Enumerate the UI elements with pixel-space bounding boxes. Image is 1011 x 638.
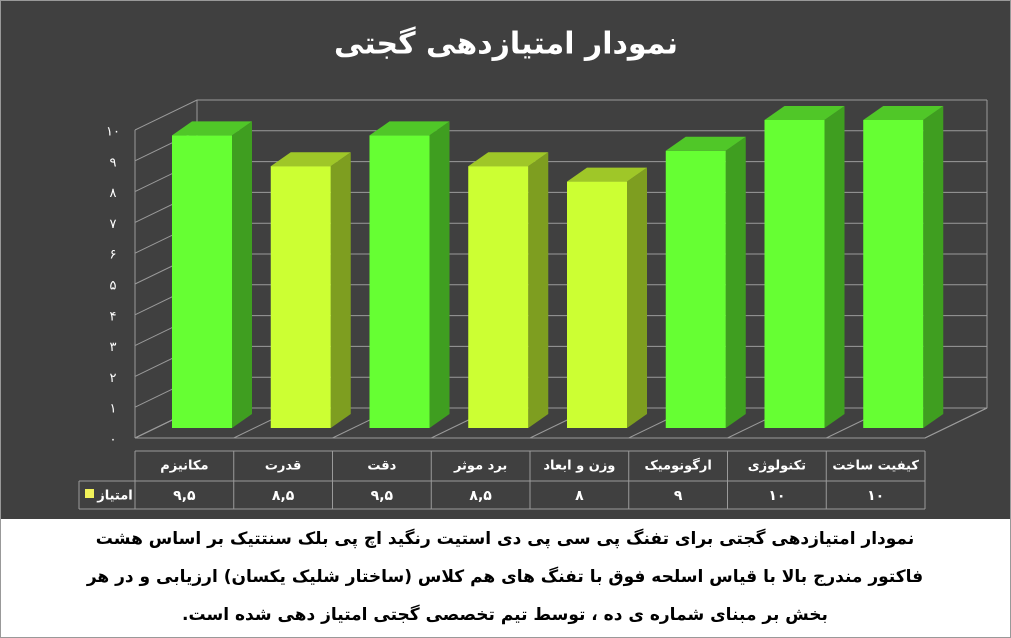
x-tick-label: وزن و ابعاد [543, 459, 615, 474]
bar-side [824, 106, 845, 428]
x-tick-label: ارگونومیک [644, 458, 711, 474]
floor-line [924, 407, 988, 439]
y-tick-label: ۵ [110, 279, 117, 294]
x-tick-label: قدرت [265, 459, 302, 474]
caption: نمودار امتیازدهی گجتی برای تفنگ پی سی پی… [20, 520, 990, 634]
y-tick-label: ۲ [110, 371, 117, 386]
bar-side [725, 136, 746, 429]
x-tick-label: دقت [367, 459, 396, 474]
x-tick-label: تکنولوژی [748, 459, 806, 474]
bar-top [468, 152, 549, 167]
bar [369, 135, 430, 428]
data-label: ۸,۵ [272, 488, 295, 504]
legend-label: امتیاز [96, 489, 132, 504]
bar-top [863, 106, 944, 120]
data-label: ۹ [674, 488, 683, 504]
y-tick-label: ۱۰ [106, 125, 120, 140]
legend-key [85, 489, 94, 498]
bar-side [330, 152, 351, 428]
y-tick-label: ۷ [110, 217, 117, 232]
bar-side [232, 121, 252, 429]
bar-top [270, 152, 351, 167]
data-label: ۸ [575, 488, 584, 504]
bar [665, 150, 726, 429]
caption-line: فاکتور مندرج بالا با قیاس اسلحه فوق با ت… [86, 567, 924, 587]
y-tick-label: ۱ [110, 402, 117, 417]
caption-line: نمودار امتیازدهی گجتی برای تفنگ پی سی پی… [95, 529, 915, 549]
y-tick-label: ۳ [110, 340, 117, 355]
caption-line: بخش بر مبنای شماره ی ده ، توسط تیم تخصصی… [182, 605, 828, 625]
bar-side [429, 121, 450, 429]
bar-top [665, 136, 746, 151]
bar-side [923, 106, 944, 428]
x-tick-label: برد موثر [453, 459, 507, 474]
y-tick-label: ۶ [110, 248, 117, 263]
y-tick-label: ۰ [110, 433, 117, 448]
x-tick-label: مکانیزم [160, 459, 208, 474]
chart-title: نمودار امتیازدهی گجتی [334, 26, 678, 62]
y-tick-label: ۴ [110, 309, 117, 324]
data-label: ۱۰ [768, 488, 785, 504]
data-label: ۹,۵ [371, 488, 394, 504]
data-label: ۱۰ [867, 488, 884, 504]
bar [567, 181, 627, 428]
bar-top [369, 121, 450, 136]
bar-side [528, 152, 549, 428]
y-tick-label: ۹ [110, 155, 117, 170]
x-tick-label: کیفیت ساخت [832, 459, 919, 474]
y-tick-label: ۸ [110, 186, 117, 201]
bar-top [172, 121, 252, 136]
data-label: ۸,۵ [469, 488, 492, 504]
bar [468, 166, 529, 428]
bar-top [764, 106, 845, 120]
bar-side [627, 167, 647, 428]
bar [863, 120, 924, 428]
chart: نمودار امتیازدهی گجتی ۰ ۱ ۲ ۳ ۴ ۵ ۶ ۷ ۸ ۹ ۱۰ امتیاز… [1, 1, 1010, 519]
bar [270, 166, 331, 428]
bar-top [567, 167, 647, 182]
grid-line [134, 99, 987, 131]
bar [764, 120, 825, 428]
data-label: ۹,۵ [173, 488, 196, 504]
bar [172, 135, 232, 428]
